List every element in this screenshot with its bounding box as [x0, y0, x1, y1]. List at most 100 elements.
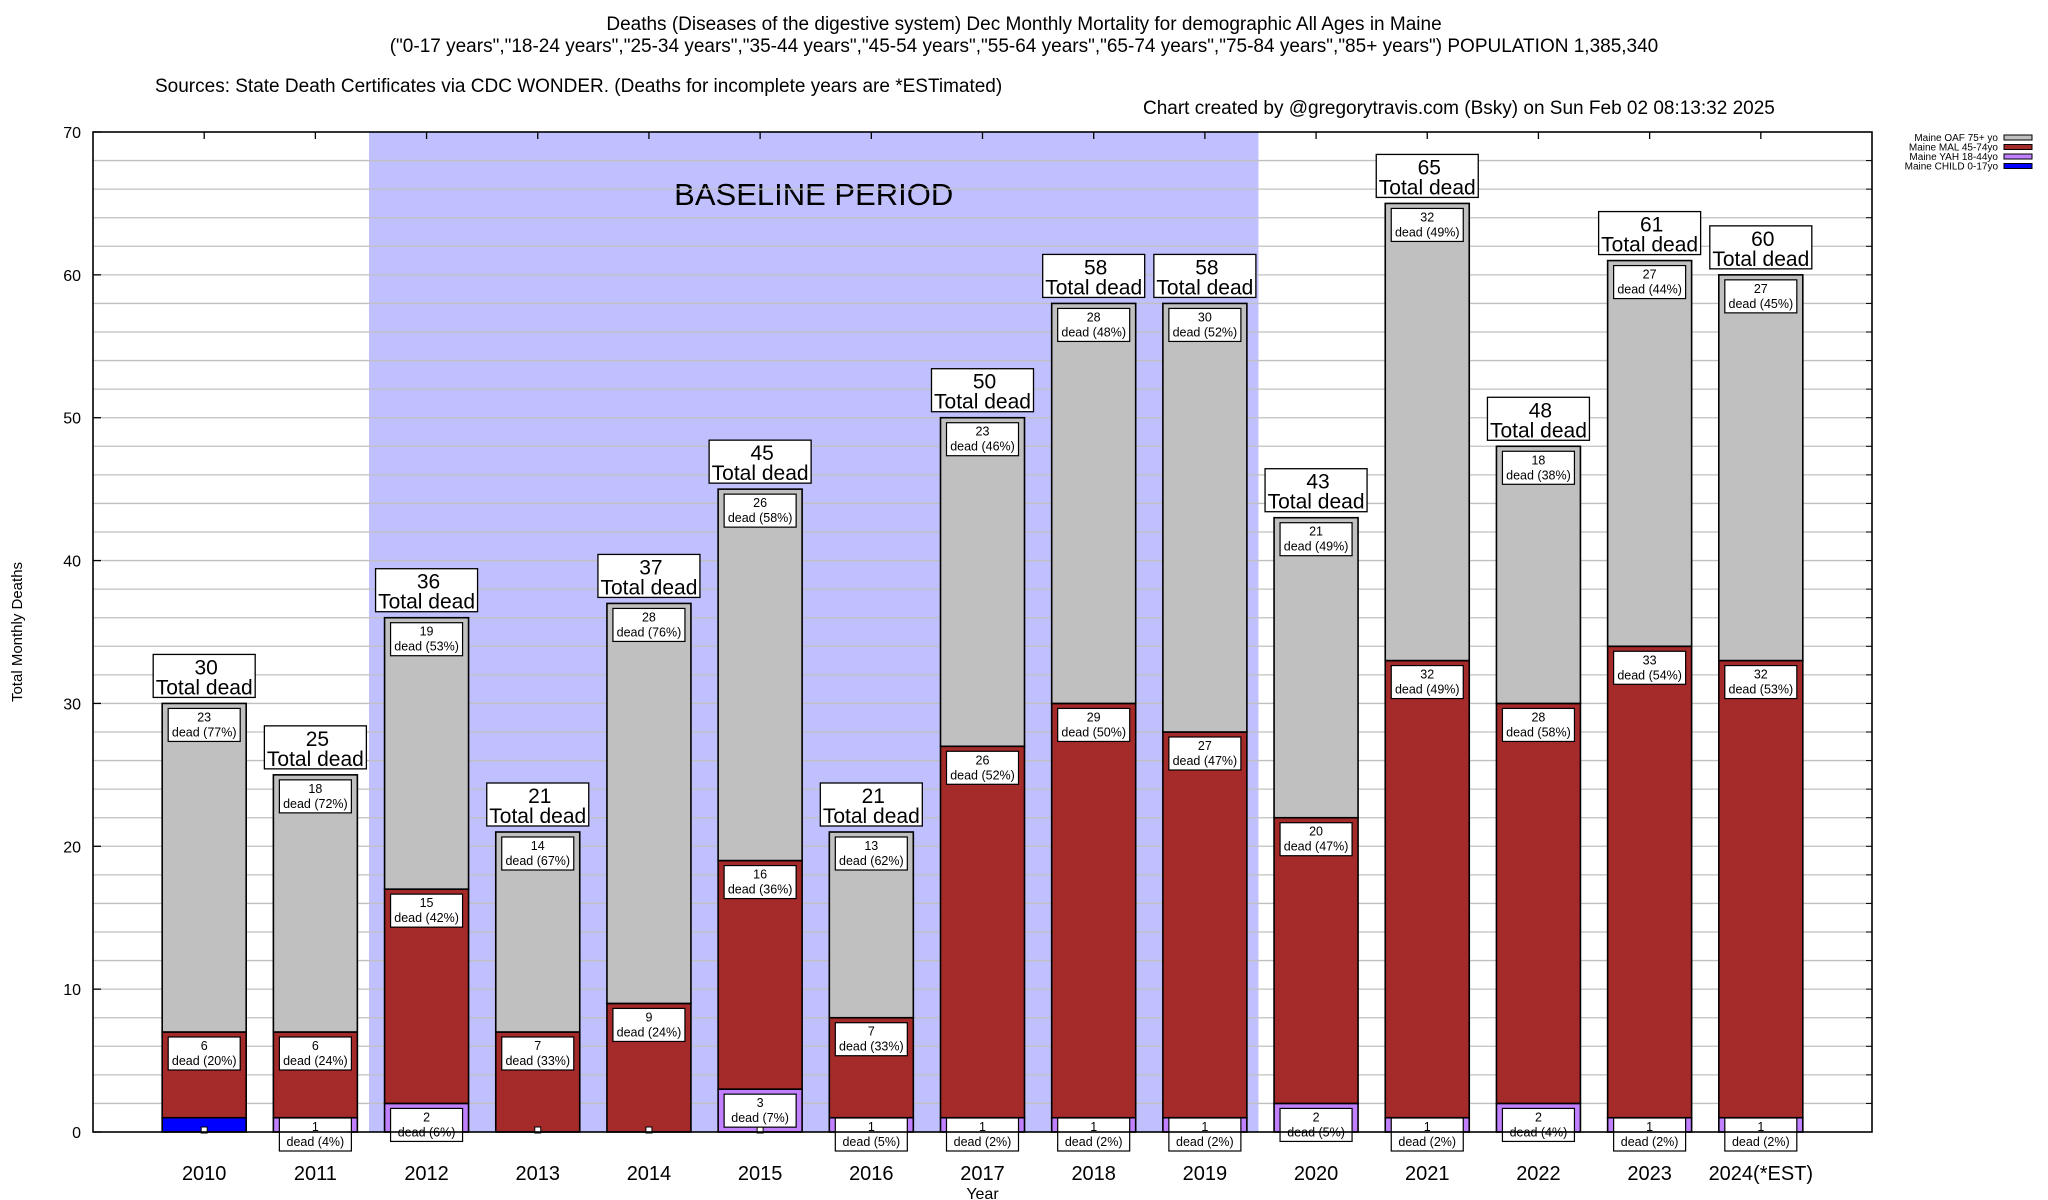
segment-percent-label: dead (2%): [1065, 1135, 1123, 1149]
segment-value-label: 29: [1087, 710, 1101, 724]
bar-segment: [717, 488, 803, 862]
segment-percent-label: dead (48%): [1061, 325, 1126, 339]
total-text-label: Total dead: [600, 576, 697, 599]
y-tick-label: 60: [63, 268, 81, 285]
segment-percent-label: dead (5%): [842, 1135, 900, 1149]
segment-label-box: [1390, 1117, 1464, 1152]
segment-percent-label: dead (47%): [1284, 840, 1349, 854]
segment-label-box: [945, 1117, 1020, 1152]
segment-value-label: 26: [753, 496, 767, 510]
segment-percent-label: dead (2%): [1732, 1135, 1790, 1149]
x-tick-label: 2020: [1294, 1163, 1339, 1185]
segment-value-label: 6: [201, 1039, 208, 1053]
bar-segment: [606, 602, 692, 1005]
total-text-label: Total dead: [823, 805, 920, 828]
legend-swatch: [2003, 144, 2033, 150]
total-label-box: [152, 653, 256, 699]
total-text-label: Total dead: [267, 748, 364, 771]
segment-percent-label: dead (44%): [1617, 283, 1682, 297]
x-tick-label: 2019: [1183, 1163, 1228, 1185]
bar-segment: [1050, 302, 1137, 705]
segment-value-label: 1: [868, 1120, 875, 1134]
segment-percent-label: dead (52%): [950, 768, 1015, 782]
segment-label-box: [278, 1036, 352, 1071]
bar-segment: [1606, 645, 1693, 1119]
segment-percent-label: dead (62%): [839, 854, 904, 868]
x-tick-label: 2013: [516, 1163, 561, 1185]
segment-value-label: 18: [308, 782, 322, 796]
x-tick-label: 2016: [849, 1163, 894, 1185]
total-label-box: [486, 782, 590, 827]
segment-label-box: [278, 1117, 352, 1152]
segment-label-box: [1390, 664, 1464, 700]
bar-segment: [1606, 259, 1693, 648]
x-tick-label: 2012: [404, 1163, 449, 1185]
total-label-box: [819, 782, 923, 827]
segment-label-box: [1724, 279, 1798, 314]
total-text-label: Total dead: [1379, 176, 1476, 199]
segment-value-label: 23: [976, 425, 990, 439]
total-value-label: 43: [1306, 471, 1329, 494]
segment-label-box: [1279, 522, 1353, 557]
y-tick-label: 30: [63, 696, 81, 713]
segment-value-label: 7: [534, 1039, 541, 1053]
segment-percent-label: dead (49%): [1395, 683, 1460, 697]
segment-value-label: 2: [1313, 1110, 1320, 1124]
total-label-box: [1486, 396, 1591, 441]
child-marker: [645, 1126, 653, 1134]
segment-label-box: [1724, 664, 1798, 700]
segment-label-box: [1501, 450, 1576, 485]
segment-label-box: [1168, 1117, 1242, 1152]
segment-value-label: 28: [1531, 710, 1545, 724]
segment-value-label: 1: [1201, 1120, 1208, 1134]
chart-sources-line: Sources: State Death Certificates via CD…: [0, 54, 2048, 120]
segment-percent-label: dead (45%): [1729, 297, 1794, 311]
segment-value-label: 2: [1535, 1110, 1542, 1124]
bar-segment: [1718, 274, 1804, 662]
x-tick-label: 2022: [1516, 1163, 1561, 1185]
segment-percent-label: dead (72%): [283, 797, 348, 811]
segment-label-box: [389, 1107, 464, 1143]
x-tick-label: 2024(*EST): [1709, 1163, 1814, 1185]
segment-value-label: 15: [420, 896, 434, 910]
total-label-box: [374, 568, 479, 613]
legend-label: Maine OAF 75+ yo: [1914, 133, 1998, 144]
segment-value-label: 33: [1643, 653, 1657, 667]
segment-percent-label: dead (49%): [1284, 540, 1349, 554]
segment-value-label: 1: [1424, 1120, 1431, 1134]
segment-value-label: 30: [1198, 310, 1212, 324]
total-text-label: Total dead: [1156, 276, 1253, 299]
segment-percent-label: dead (67%): [505, 854, 570, 868]
total-text-label: Total dead: [378, 591, 475, 614]
segment-percent-label: dead (58%): [1506, 725, 1571, 739]
x-tick-label: 2010: [182, 1163, 227, 1185]
x-axis-title: Year: [966, 1186, 999, 1200]
baseline-period-annotation: BASELINE PERIOD: [674, 177, 953, 212]
x-tick-label: 2021: [1405, 1163, 1450, 1185]
segment-label-box: [1057, 1117, 1131, 1152]
segment-percent-label: dead (2%): [1176, 1135, 1234, 1149]
segment-label-box: [1613, 650, 1687, 685]
segment-value-label: 7: [868, 1025, 875, 1039]
segment-label-box: [834, 1117, 908, 1152]
segment-label-box: [1501, 1107, 1576, 1143]
segment-label-box: [1168, 736, 1242, 771]
segment-label-box: [945, 422, 1020, 457]
total-value-label: 21: [862, 785, 885, 808]
y-tick-label: 20: [63, 839, 81, 856]
total-text-label: Total dead: [1490, 419, 1587, 442]
segment-value-label: 1: [979, 1120, 986, 1134]
segment-label-box: [723, 1093, 797, 1128]
bar-segment: [1384, 659, 1471, 1119]
bar-segment: [1495, 445, 1582, 705]
segment-label-box: [501, 836, 575, 871]
bar-segment: [1162, 731, 1248, 1119]
segment-value-label: 20: [1309, 825, 1323, 839]
segment-label-box: [1057, 707, 1131, 743]
total-label-box: [930, 368, 1035, 413]
total-value-label: 30: [195, 656, 218, 679]
segment-value-label: 13: [864, 839, 878, 853]
total-label-box: [1375, 153, 1479, 199]
bar-segment: [1162, 302, 1248, 733]
bar-segment: [1718, 659, 1804, 1119]
